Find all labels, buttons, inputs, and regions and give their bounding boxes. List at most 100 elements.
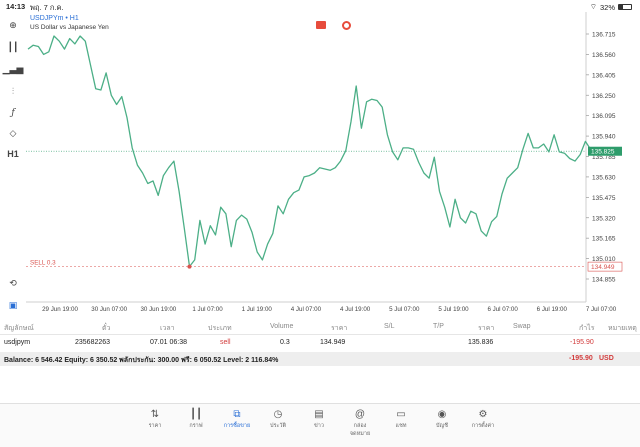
status-bar: 14:13 พฤ. 7 ก.ค. ⌔ 32% xyxy=(0,0,640,12)
chat-icon: ▭ xyxy=(396,409,406,420)
chart-title: USDJPYm • H1 xyxy=(30,15,79,22)
nav-history[interactable]: ◷ ประวัติ xyxy=(263,408,293,430)
chart-toolbar: ⊕ ┃┃ ▁▃▅ ⫶ ƒ ◇ H1 ⟲ ▣ xyxy=(0,14,26,319)
col-ticket: ตั๋ว xyxy=(102,325,111,332)
row-price: 134.949 xyxy=(320,339,346,346)
nav-mailbox[interactable]: @ กล่องจดหมาย xyxy=(345,408,375,438)
time-tick-label: 30 Jun 07:00 xyxy=(91,306,127,313)
status-date: พฤ. 7 ก.ค. xyxy=(30,3,64,12)
timeframe-button[interactable]: H1 xyxy=(7,149,19,159)
chart-description: US Dollar vs Japanese Yen xyxy=(30,24,109,31)
crosshair-icon[interactable]: ⊕ xyxy=(9,19,17,30)
nav-news-label: ข่าว xyxy=(314,423,324,429)
price-tick-label: 136.095 xyxy=(592,113,616,120)
sell-price-tag xyxy=(587,261,623,272)
bottom-navigation: ⇅ ราคา ┃┃ กราฟ ⧉ การซื้อขาย ◷ ประวัติ ▤ ข่าว … xyxy=(0,403,640,447)
nav-quotes[interactable]: ⇅ ราคา xyxy=(140,408,170,430)
price-tick-label: 136.405 xyxy=(592,72,616,79)
time-tick-label: 7 Jul 07:00 xyxy=(586,306,617,313)
price-line-series xyxy=(27,35,602,268)
row-type: sell xyxy=(220,339,231,346)
balance-bar: Balance: 6 546.42 Equity: 6 350.52 พลักป… xyxy=(0,352,640,366)
time-tick-label: 4 Jul 07:00 xyxy=(291,306,322,313)
time-tick-label: 5 Jul 19:00 xyxy=(438,306,469,313)
nav-trade-label: การซื้อขาย xyxy=(223,423,251,429)
current-price-tag xyxy=(588,146,622,156)
nav-news[interactable]: ▤ ข่าว xyxy=(304,408,334,430)
function-icon[interactable]: ƒ xyxy=(11,108,15,118)
nav-chart-label: กราฟ xyxy=(189,423,203,429)
quotes-icon: ⇅ xyxy=(150,409,160,420)
col-swap: Swap xyxy=(513,323,531,330)
row-ticket: 235682263 xyxy=(75,339,111,346)
row-volume: 0.3 xyxy=(280,339,290,346)
chart-symbol: USDJPYm • H1 xyxy=(30,15,79,22)
nav-chart[interactable]: ┃┃ กราฟ xyxy=(181,408,211,430)
history-icon: ◷ xyxy=(273,409,283,420)
time-tick-label: 4 Jul 19:00 xyxy=(340,306,371,313)
one-click-trading-icon[interactable]: ⟲ xyxy=(9,277,17,288)
nav-quotes-label: ราคา xyxy=(148,423,162,429)
price-tick-label: 134.855 xyxy=(592,277,616,284)
col-comment: หมายเหตุ xyxy=(608,325,637,332)
nav-settings[interactable]: ⚙ การตั้งค่า xyxy=(468,408,498,430)
time-tick-label: 6 Jul 07:00 xyxy=(487,306,518,313)
price-tick-label: 135.010 xyxy=(592,256,616,263)
header-divider xyxy=(0,334,640,335)
nav-chat-label: แชท xyxy=(395,423,407,429)
status-time: 14:13 xyxy=(6,2,26,11)
price-tick-label: 135.320 xyxy=(592,215,616,222)
chart-canvas: 136.715 136.560 136.405 136.250 136.095 135.9… xyxy=(26,12,623,313)
time-tick-label: 6 Jul 19:00 xyxy=(537,306,568,313)
nav-trade[interactable]: ⧉ การซื้อขาย xyxy=(222,408,252,430)
shapes-icon[interactable]: ◇ xyxy=(9,127,17,138)
col-symbol: สัญลักษณ์ xyxy=(4,325,34,332)
col-volume: Volume xyxy=(270,323,294,330)
col-type: ประเภท xyxy=(208,325,232,332)
col-profit: กำไร xyxy=(579,325,595,332)
mailbox-icon: @ xyxy=(354,409,366,420)
sell-label: SELL 0.3 xyxy=(30,260,56,267)
candlestick-icon[interactable]: ┃┃ xyxy=(7,41,19,52)
price-chart[interactable]: 136.715 136.560 136.405 136.250 136.095 135.9… xyxy=(26,12,640,320)
time-tick-label: 5 Jul 07:00 xyxy=(389,306,420,313)
col-sl: S/L xyxy=(384,323,395,330)
profit-currency: USD xyxy=(599,355,614,362)
settings-icon: ⚙ xyxy=(478,409,488,420)
current-price-label: 135.825 xyxy=(591,149,615,156)
time-tick-label: 30 Jun 19:00 xyxy=(140,306,176,313)
indicators-icon[interactable]: ⫶ xyxy=(11,85,15,96)
price-tick-label: 136.250 xyxy=(592,93,616,100)
refresh-icon[interactable] xyxy=(342,21,351,30)
price-tick-label: 135.165 xyxy=(592,236,616,243)
time-tick-label: 1 Jul 19:00 xyxy=(242,306,273,313)
row-profit: -195.90 xyxy=(570,339,594,346)
total-profit: -195.90 xyxy=(569,355,593,362)
price-tick-label: 135.475 xyxy=(592,195,616,202)
bar-chart-icon[interactable]: ▁▃▅ xyxy=(2,63,24,74)
col-time: เวลา xyxy=(160,325,175,332)
time-tick-label: 29 Jun 19:00 xyxy=(42,306,78,313)
trade-icon: ⧉ xyxy=(233,409,241,420)
table-header: สัญลักษณ์ ตั๋ว เวลา ประเภท Volume ราคา S… xyxy=(0,320,640,334)
balance-summary: Balance: 6 546.42 Equity: 6 350.52 พลักป… xyxy=(4,357,279,364)
trade-panel-icon[interactable]: ▣ xyxy=(8,299,18,310)
chart-icon: ┃┃ xyxy=(189,409,203,420)
nav-account-label: บัญชี xyxy=(436,423,448,429)
nav-account[interactable]: ◉ บัญชี xyxy=(427,408,457,430)
battery-icon xyxy=(618,4,632,10)
row-symbol: usdjpym xyxy=(4,339,31,346)
price-tick-label: 135.940 xyxy=(592,134,616,141)
nav-settings-label: การตั้งค่า xyxy=(471,423,495,429)
nav-chat[interactable]: ▭ แชท xyxy=(386,408,416,430)
col-current-price: ราคา xyxy=(478,325,495,332)
account-icon: ◉ xyxy=(437,409,447,420)
news-icon: ▤ xyxy=(314,409,324,420)
table-row[interactable]: usdjpym 235682263 07.01 06:38 sell 0.3 1… xyxy=(0,336,640,350)
col-tp: T/P xyxy=(433,323,444,330)
price-tick-label: 136.715 xyxy=(592,32,616,39)
col-price: ราคา xyxy=(331,325,348,332)
flag-icon xyxy=(316,21,326,29)
row-time: 07.01 06:38 xyxy=(150,339,187,346)
sell-price-label: 134.949 xyxy=(591,264,615,271)
